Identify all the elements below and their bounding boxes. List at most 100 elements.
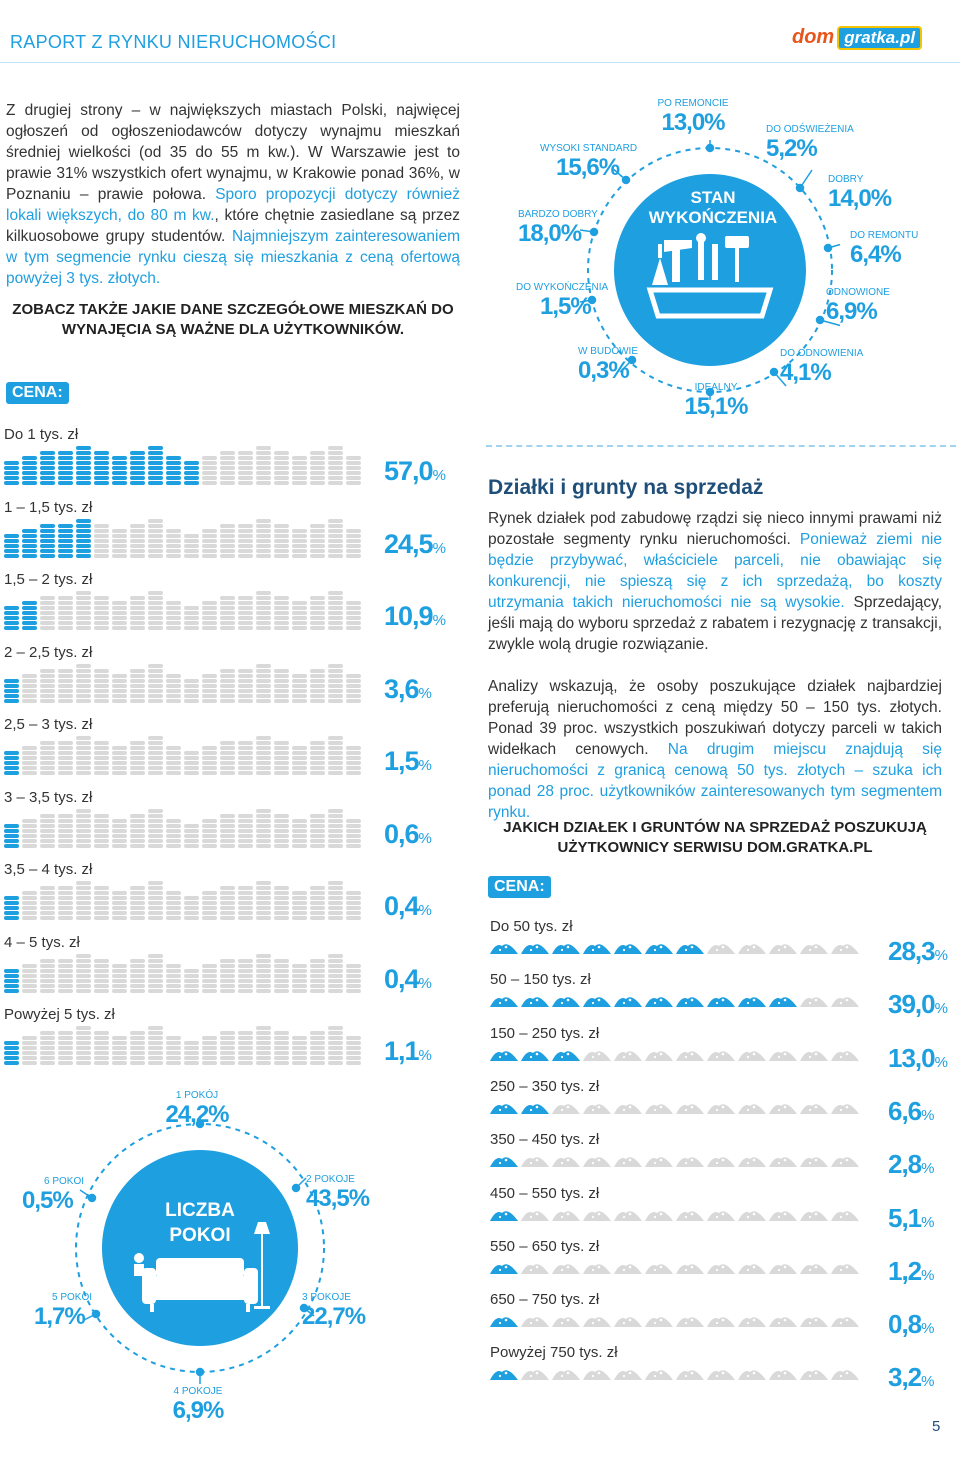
coin-stack-icon bbox=[310, 664, 325, 704]
land-plot-icon bbox=[707, 940, 735, 959]
coin-stack-icon bbox=[256, 736, 271, 776]
coin-stack-icon bbox=[4, 1026, 19, 1066]
condition-do-odswiezenia: DO ODŚWIEŻENIA 5,2% bbox=[766, 124, 854, 162]
plot-row-label: Do 50 tys. zł bbox=[490, 918, 573, 935]
land-plot-icon bbox=[800, 1366, 828, 1385]
coin-stack-icon bbox=[58, 809, 73, 849]
coin-stack-icon bbox=[202, 664, 217, 704]
sofa-icon bbox=[142, 1258, 258, 1312]
coin-stack-icon bbox=[58, 664, 73, 704]
land-plot-icon bbox=[614, 940, 642, 959]
coin-stack-icon bbox=[238, 954, 253, 994]
coin-stack-icon bbox=[328, 591, 343, 631]
percent-sign: % bbox=[934, 947, 948, 964]
land-plot-icon bbox=[645, 940, 673, 959]
plot-row-label: 650 – 750 tys. zł bbox=[490, 1291, 600, 1309]
land-plot-icon bbox=[831, 1100, 859, 1119]
hill-icon-row bbox=[490, 1366, 859, 1385]
land-plot-icon bbox=[676, 1260, 704, 1279]
coin-stack-icon bbox=[238, 809, 253, 849]
coin-stack-icon bbox=[346, 881, 361, 921]
plot-row-label: 350 – 450 tys. zł bbox=[490, 1131, 600, 1149]
percent-sign: % bbox=[934, 1000, 948, 1018]
land-plot-icon bbox=[490, 940, 518, 959]
rental-row-label: 1,5 – 2 tys. zł bbox=[4, 571, 93, 588]
condition-circle-graphic bbox=[580, 140, 840, 400]
land-plot-icon bbox=[614, 1100, 642, 1119]
land-plot-icon bbox=[583, 1366, 611, 1385]
coin-stack-icon bbox=[76, 808, 91, 849]
coin-stack-icon bbox=[274, 736, 289, 776]
coin-stack-icon bbox=[112, 954, 127, 994]
coin-stack-icon bbox=[22, 591, 37, 631]
percent-value: 10,9 bbox=[384, 601, 434, 631]
plot-row-percent: 2,8% bbox=[888, 1149, 935, 1180]
coin-stack-icon bbox=[130, 1026, 145, 1066]
report-title: RAPORT Z RYNKU NIERUCHOMOŚCI bbox=[10, 32, 337, 52]
plot-row-percent: 5,1% bbox=[888, 1203, 935, 1234]
coin-stack-icon bbox=[256, 591, 271, 631]
land-plot-icon bbox=[769, 1207, 797, 1226]
coin-stack-icon bbox=[94, 954, 109, 994]
condition-wysoki-standard: WYSOKI STANDARD 15,6% bbox=[540, 143, 638, 181]
land-plot-icon bbox=[800, 940, 828, 959]
coin-stack-icon bbox=[94, 446, 109, 486]
coin-stack-icon bbox=[94, 881, 109, 921]
coin-stack-icon bbox=[310, 1026, 325, 1066]
rental-row-label: 3 – 3,5 tys. zł bbox=[4, 788, 93, 806]
coin-stack-icon bbox=[184, 519, 199, 559]
coin-stack-icon bbox=[76, 663, 91, 704]
coin-stack-row bbox=[4, 518, 361, 559]
coin-stack-icon bbox=[94, 736, 109, 776]
rental-row-percent: 57,0% bbox=[384, 456, 446, 487]
coin-stack-row bbox=[4, 736, 361, 776]
coin-stack-icon bbox=[292, 519, 307, 559]
coin-stack-icon bbox=[274, 1026, 289, 1066]
percent-value: 5,1 bbox=[888, 1202, 922, 1233]
coin-stack-icon bbox=[148, 446, 163, 486]
coin-stack-icon bbox=[166, 881, 181, 921]
land-plot-icon bbox=[676, 1100, 704, 1119]
percent-sign: % bbox=[418, 757, 432, 774]
coin-stack-icon bbox=[4, 881, 19, 921]
coin-stack-icon bbox=[274, 664, 289, 704]
coin-stack-row bbox=[4, 1026, 361, 1066]
rental-row-label: Do 1 tys. zł bbox=[4, 426, 79, 443]
coin-stack-icon bbox=[310, 881, 325, 921]
coin-stack-icon bbox=[220, 1026, 235, 1066]
coin-stack-icon bbox=[238, 591, 253, 631]
coin-stack-icon bbox=[112, 881, 127, 921]
coin-stack-icon bbox=[328, 1026, 343, 1066]
rental-row-percent: 0,4% bbox=[384, 891, 432, 922]
condition-po-remoncie: PO REMONCIE 13,0% bbox=[657, 98, 729, 136]
land-plot-icon bbox=[707, 993, 735, 1012]
coin-stack-icon bbox=[22, 881, 37, 921]
coin-stack-row bbox=[4, 953, 361, 994]
coin-stack-icon bbox=[238, 736, 253, 776]
land-plot-icon bbox=[831, 1260, 859, 1279]
rooms-connectors bbox=[79, 1116, 315, 1384]
plot-row-percent: 0,8% bbox=[888, 1309, 935, 1340]
land-plot-icon bbox=[552, 1207, 580, 1226]
coin-stack-icon bbox=[130, 519, 145, 559]
land-plot-icon bbox=[552, 1313, 580, 1332]
coin-stack-icon bbox=[22, 1026, 37, 1066]
coin-stack-icon bbox=[130, 954, 145, 994]
coin-stack-icon bbox=[310, 954, 325, 994]
coin-stack-icon bbox=[166, 519, 181, 559]
land-plot-icon bbox=[583, 940, 611, 959]
land-plot-icon bbox=[831, 1047, 859, 1066]
coin-stack-icon bbox=[112, 809, 127, 849]
coin-stack-icon bbox=[184, 1026, 199, 1066]
land-plot-icon bbox=[676, 1366, 704, 1385]
coin-stack-icon bbox=[112, 591, 127, 631]
coin-stack-icon bbox=[310, 809, 325, 849]
coin-stack-icon bbox=[310, 446, 325, 486]
dom-gratka-logo[interactable]: dom gratka.pl bbox=[792, 26, 942, 52]
hill-icon-row bbox=[490, 1047, 859, 1066]
coin-stack-icon bbox=[292, 954, 307, 994]
percent-sign: % bbox=[432, 467, 446, 484]
land-plot-icon bbox=[614, 993, 642, 1012]
coin-stack-icon bbox=[346, 736, 361, 776]
land-plot-icon bbox=[645, 1100, 673, 1119]
